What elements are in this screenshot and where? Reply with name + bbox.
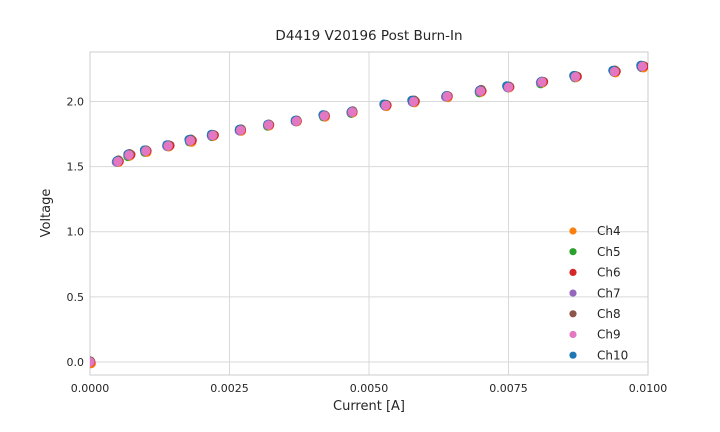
data-point-ch9 [475,86,486,96]
legend-label-ch9: Ch9 [597,328,621,342]
x-axis-tick-labels: 0.0000 0.0025 0.0050 0.0075 0.0100 [71,382,668,395]
data-point-ch9 [319,111,330,121]
data-point-ch9 [381,100,391,111]
y-axis-label: Voltage [39,189,54,238]
data-point-ch9 [263,120,274,130]
legend-marker-ch5 [569,248,577,256]
legend-marker-ch9 [569,330,577,339]
legend-label-ch4: Ch4 [597,224,621,238]
legend-marker-ch4 [569,227,577,235]
data-point-ch9 [442,91,452,101]
data-point-ch9 [637,61,648,72]
data-point-ch9 [163,141,173,151]
data-point-ch9 [185,135,196,146]
data-point-ch9 [90,357,95,367]
x-tick-label: 0.0100 [629,382,668,395]
x-axis-label: Current [A] [333,399,405,414]
y-tick-label: 1.5 [67,161,85,174]
x-tick-label: 0.0075 [489,382,528,395]
plot-frame [89,51,649,376]
x-tick-label: 0.0050 [350,382,389,395]
legend-label-ch10: Ch10 [597,348,628,362]
legend-item-ch7: Ch7 [569,286,621,300]
legend-label-ch7: Ch7 [597,286,621,300]
data-point-ch9 [503,82,514,92]
y-tick-label: 1.0 [67,226,85,239]
legend-label-ch6: Ch6 [597,266,621,280]
data-point-ch9 [208,130,218,141]
y-axis-tick-labels: 0.0 0.5 1.0 1.5 2.0 [67,95,85,368]
legend-marker-ch10 [569,351,577,359]
legend-item-ch4: Ch4 [569,224,621,238]
legend-label-ch5: Ch5 [597,245,621,259]
x-tick-label: 0.0000 [71,382,110,395]
data-point-ch9 [570,72,581,82]
legend-marker-ch8 [569,310,577,318]
data-point-ch9 [124,150,134,160]
legend-marker-ch7 [569,289,577,297]
data-point-ch9 [141,146,151,156]
data-point-ch9 [537,77,547,87]
data-point-ch9 [347,107,357,117]
data-point-ch9 [235,125,246,135]
legend-marker-ch6 [569,268,577,276]
legend-item-ch8: Ch8 [569,307,621,321]
legend: Ch4 Ch5 Ch6 Ch7 Ch8 Ch9 Ch10 [569,224,628,362]
y-tick-label: 0.5 [67,291,85,304]
chart-title: D4419 V20196 Post Burn-In [275,28,462,44]
data-point-ch9 [408,96,419,107]
legend-item-ch5: Ch5 [569,245,621,259]
x-tick-label: 0.0025 [210,382,249,395]
y-tick-label: 0.0 [67,356,85,369]
y-tick-label: 2.0 [67,95,85,108]
legend-item-ch9: Ch9 [569,328,621,342]
data-point-ch9 [609,66,620,77]
legend-item-ch10: Ch10 [569,348,628,362]
legend-item-ch6: Ch6 [569,266,621,280]
scatter-points [90,60,648,369]
legend-label-ch8: Ch8 [597,307,621,321]
data-point-ch9 [291,116,302,126]
data-point-ch9 [113,156,123,167]
